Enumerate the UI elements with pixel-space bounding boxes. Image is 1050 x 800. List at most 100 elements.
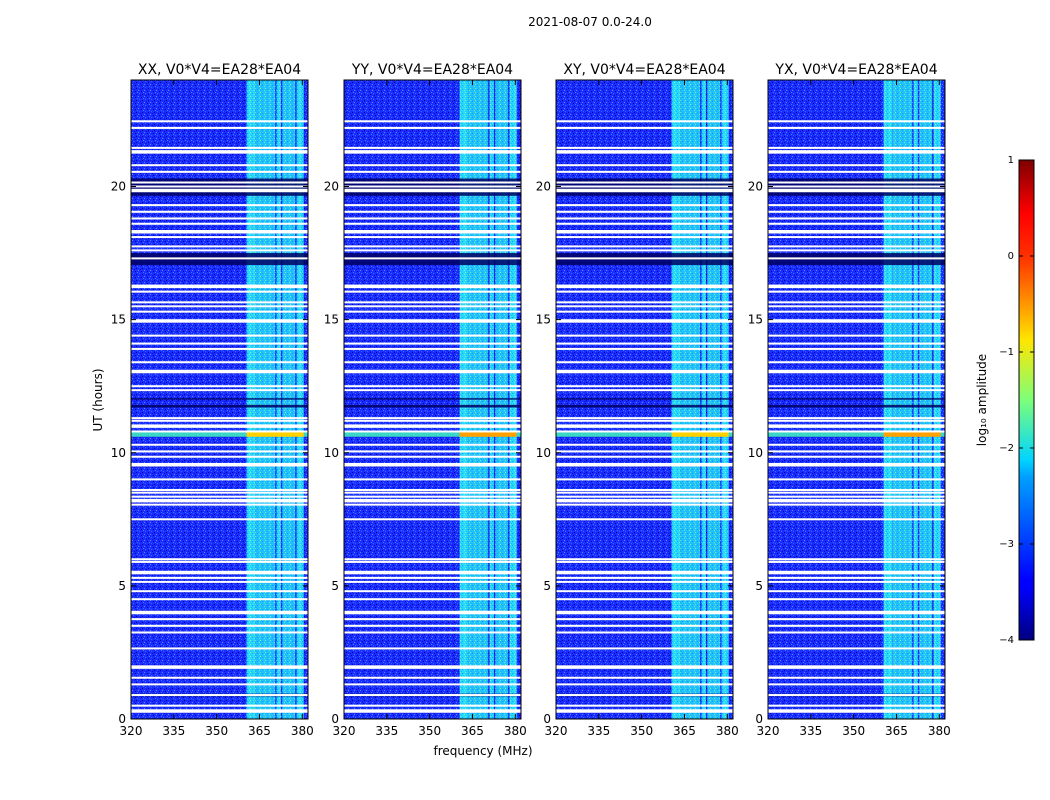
x-tick-label: 320 xyxy=(545,724,568,738)
dark-row xyxy=(768,398,945,400)
flagged-row xyxy=(556,284,733,289)
flagged-row xyxy=(768,146,945,149)
bright-row-band xyxy=(671,431,729,437)
flagged-row xyxy=(344,618,521,621)
flagged-row xyxy=(344,146,521,149)
flagged-row xyxy=(344,361,521,364)
flagged-row xyxy=(131,236,308,239)
flagged-row xyxy=(556,249,733,252)
flagged-row xyxy=(131,181,308,184)
dark-row xyxy=(344,398,521,400)
flagged-row xyxy=(768,217,945,220)
x-tick-label: 380 xyxy=(928,724,951,738)
colorbar-tick-label: −2 xyxy=(999,443,1014,454)
y-tick-label: 20 xyxy=(536,180,551,194)
flagged-row xyxy=(344,495,521,498)
flagged-row xyxy=(768,676,945,679)
flagged-row xyxy=(131,495,308,498)
y-tick-label: 15 xyxy=(324,313,339,327)
flagged-row xyxy=(556,618,733,621)
panel-3: XY, V0*V4=EA28*EA04 320 335 350 365 380 0 5 10 15… xyxy=(536,62,739,738)
x-tick-label: 320 xyxy=(333,724,356,738)
flagged-row xyxy=(556,334,733,337)
bright-row xyxy=(131,431,308,437)
flagged-row xyxy=(131,120,308,123)
flagged-row xyxy=(768,204,945,207)
flagged-row xyxy=(768,230,945,234)
flagged-row xyxy=(768,450,945,453)
flagged-row xyxy=(344,126,521,129)
flagged-row xyxy=(131,222,308,225)
flagged-row xyxy=(344,310,521,313)
flagged-row xyxy=(344,249,521,252)
flagged-row xyxy=(768,236,945,239)
flagged-row xyxy=(344,170,521,173)
flagged-row xyxy=(556,450,733,453)
flagged-row xyxy=(768,709,945,713)
flagged-row xyxy=(131,498,308,503)
flagged-row xyxy=(768,301,945,304)
flagged-row xyxy=(768,170,945,173)
flagged-row xyxy=(344,709,521,713)
panel-title: YX, V0*V4=EA28*EA04 xyxy=(774,62,937,78)
flagged-row xyxy=(556,518,733,521)
flagged-row xyxy=(556,188,733,193)
flagged-row xyxy=(344,704,521,707)
flagged-row xyxy=(768,150,945,154)
flagged-row xyxy=(556,558,733,561)
x-tick-label: 320 xyxy=(120,724,143,738)
flagged-row xyxy=(556,631,733,634)
flagged-row xyxy=(556,126,733,129)
dark-row xyxy=(556,398,733,400)
flagged-row xyxy=(344,417,521,420)
flagged-row xyxy=(556,419,733,422)
flagged-row xyxy=(768,498,945,503)
flagged-row xyxy=(344,558,521,561)
flagged-row xyxy=(344,580,521,583)
flagged-row xyxy=(556,489,733,492)
x-tick-label: 365 xyxy=(461,724,484,738)
flagged-row xyxy=(131,647,308,650)
panels: XX, V0*V4=EA28*EA04 320 335 350 365 380 0 5 10 15… xyxy=(111,62,951,738)
flagged-row xyxy=(131,631,308,634)
flagged-row xyxy=(131,319,308,323)
flagged-row xyxy=(768,560,945,563)
flagged-row xyxy=(131,450,308,453)
flagged-row xyxy=(344,188,521,193)
colorbar-tick-label: 0 xyxy=(1008,251,1014,262)
flagged-row xyxy=(556,665,733,669)
flagged-row xyxy=(344,305,521,308)
panel-frame xyxy=(555,79,734,720)
x-tick-label: 365 xyxy=(248,724,271,738)
flagged-row xyxy=(131,558,308,561)
flagged-row xyxy=(344,518,521,521)
flagged-row xyxy=(768,503,945,506)
flagged-row xyxy=(768,164,945,167)
flagged-row xyxy=(131,245,308,248)
dark-row xyxy=(768,404,945,408)
dark-row xyxy=(344,404,521,408)
flagged-row xyxy=(131,417,308,420)
flagged-row xyxy=(556,455,733,458)
flagged-row xyxy=(556,342,733,345)
flagged-row xyxy=(556,694,733,697)
panel-frame xyxy=(343,79,522,720)
panel-title: XX, V0*V4=EA28*EA04 xyxy=(138,62,301,78)
flagged-row xyxy=(768,310,945,313)
x-tick-label: 380 xyxy=(504,724,527,738)
flagged-row xyxy=(131,188,308,193)
x-axis-label: frequency (MHz) xyxy=(433,744,532,758)
flagged-row xyxy=(768,462,945,467)
flagged-row xyxy=(344,647,521,650)
flagged-row xyxy=(344,424,521,428)
flagged-row xyxy=(768,570,945,575)
panel-title: YY, V0*V4=EA28*EA04 xyxy=(351,62,513,78)
flagged-row xyxy=(344,222,521,225)
flagged-row xyxy=(556,361,733,364)
flagged-row xyxy=(768,319,945,323)
flagged-row xyxy=(556,610,733,615)
flagged-row xyxy=(768,576,945,579)
flagged-row xyxy=(768,305,945,308)
flagged-row xyxy=(768,257,945,260)
flagged-row xyxy=(344,236,521,239)
